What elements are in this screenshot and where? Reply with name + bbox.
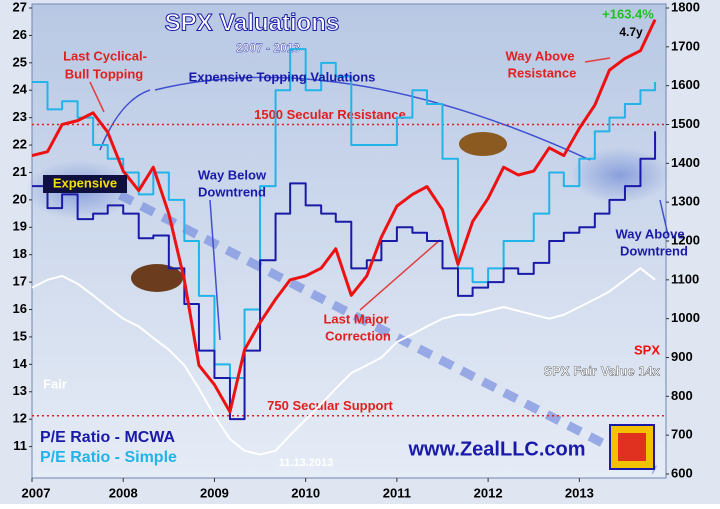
reference-label: 750 Secular Support	[267, 398, 393, 413]
y2-tick-label: 1600	[671, 77, 700, 92]
y-tick-label: 27	[13, 0, 27, 14]
series-line	[31, 267, 656, 456]
annotation: Way Above	[505, 48, 574, 63]
annotation: +163.4%	[602, 6, 654, 21]
y-tick-label: 21	[13, 164, 27, 179]
y2-tick-label: 1000	[671, 310, 700, 325]
y-tick-label: 17	[13, 274, 27, 289]
y-tick-label: 18	[13, 246, 27, 261]
annotation: Last Cyclical-	[63, 48, 147, 63]
y2-tick-label: 1100	[671, 271, 699, 286]
pointer	[99, 89, 151, 151]
x-tick-label: 2008	[109, 485, 138, 500]
y-tick-label: 16	[13, 301, 27, 316]
trend-arrow	[117, 190, 658, 475]
y-tick-label: 19	[13, 219, 27, 234]
annotation: Correction	[325, 328, 391, 343]
series-line	[32, 131, 657, 421]
y-tick-label: 26	[13, 27, 27, 42]
y-tick-label: 15	[13, 328, 27, 343]
legend-entry: P/E Ratio - MCWA	[40, 429, 176, 446]
pointer	[89, 81, 105, 113]
pointer	[209, 199, 221, 341]
pointer	[659, 199, 669, 236]
annotation: Way Above	[615, 226, 684, 241]
annotation: 11.13.2013	[279, 457, 333, 469]
logo	[618, 433, 646, 461]
annotation: www.ZealLLC.com	[407, 438, 585, 460]
bull-icon	[459, 132, 507, 156]
pointer	[359, 239, 441, 311]
annotation: Resistance	[508, 65, 577, 80]
chart-title: SPX Valuations	[165, 9, 340, 36]
y2-tick-label: 700	[671, 427, 693, 442]
legend-entry: P/E Ratio - Simple	[40, 449, 177, 466]
annotation: Downtrend	[198, 184, 266, 199]
annotation: 4.7y	[619, 25, 643, 39]
legend-entry: SPX Fair Value 14x	[544, 363, 661, 378]
bear-icon	[131, 264, 183, 292]
series-line	[32, 48, 657, 380]
x-tick-label: 2010	[291, 485, 320, 500]
y2-tick-label: 800	[671, 388, 693, 403]
y2-tick-label: 1500	[671, 116, 700, 131]
y-tick-label: 11	[13, 438, 27, 453]
chart-subtitle: 2007 - 2013	[236, 41, 300, 55]
y2-tick-label: 900	[671, 349, 693, 364]
pointer	[584, 57, 611, 63]
x-tick-label: 2007	[22, 485, 51, 500]
y-tick-label: 12	[13, 411, 27, 426]
legend-entry: SPX	[634, 342, 660, 357]
series-line	[31, 19, 657, 414]
label-box	[43, 175, 127, 193]
y-tick-label: 23	[13, 109, 27, 124]
y-tick-label: 13	[13, 383, 27, 398]
y2-tick-label: 600	[671, 465, 693, 480]
y2-tick-label: 1300	[671, 194, 700, 209]
y-tick-label: 24	[13, 82, 28, 97]
y2-tick-label: 1200	[671, 232, 700, 247]
y-tick-label: 25	[13, 54, 27, 69]
y-tick-label: 20	[13, 191, 27, 206]
x-tick-label: 2009	[200, 485, 229, 500]
annotation: Way Below	[198, 167, 267, 182]
x-tick-label: 2013	[565, 485, 594, 500]
annotation: Expensive	[53, 175, 117, 190]
reference-label: 1500 Secular Resistance	[254, 107, 406, 122]
y2-tick-label: 1800	[671, 0, 700, 14]
y-tick-label: 22	[13, 136, 27, 151]
highlight	[570, 147, 670, 203]
y2-tick-label: 1700	[671, 38, 700, 53]
x-tick-label: 2012	[474, 485, 503, 500]
annotation: Downtrend	[620, 243, 688, 258]
y2-tick-label: 1400	[671, 155, 700, 170]
pointer	[154, 76, 591, 161]
annotation: Fair	[43, 376, 67, 391]
y-tick-label: 14	[13, 356, 28, 371]
annotation: Bull Topping	[65, 66, 144, 81]
annotation: Last Major	[323, 311, 388, 326]
x-tick-label: 2011	[383, 485, 411, 500]
annotation: Expensive Topping Valuations	[189, 69, 376, 84]
